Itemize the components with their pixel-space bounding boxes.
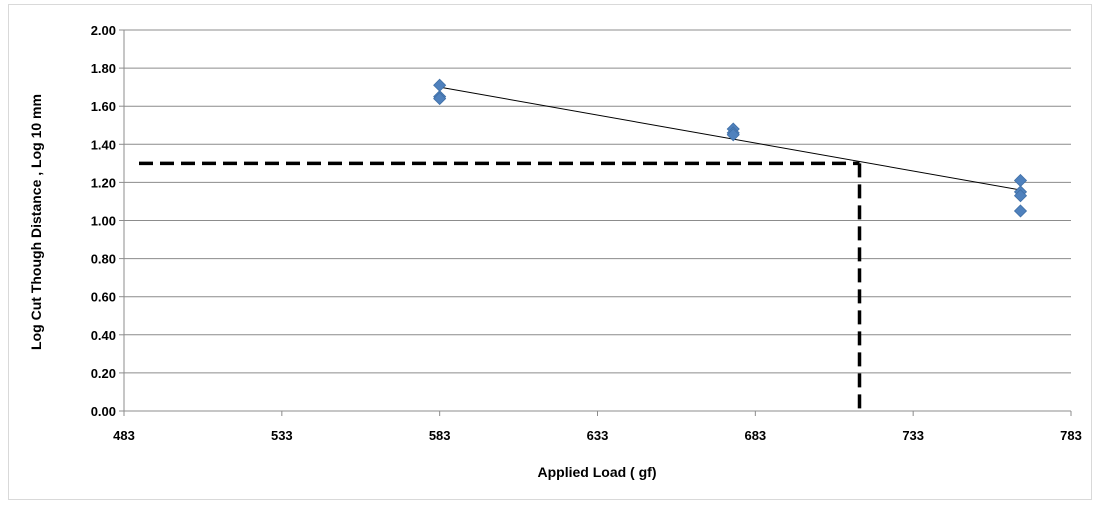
x-tick-label: 783 <box>1060 428 1082 443</box>
y-tick-label: 1.60 <box>91 99 116 114</box>
reference-lines <box>139 161 862 411</box>
data-point-diamond <box>433 78 447 92</box>
x-tick-label: 683 <box>744 428 766 443</box>
y-tick-label: 0.80 <box>91 252 116 267</box>
y-tick-label: 1.00 <box>91 214 116 229</box>
y-tick-label: 0.40 <box>91 328 116 343</box>
data-point-diamond <box>1013 189 1028 203</box>
chart-frame <box>8 4 1092 500</box>
y-tick-label: 0.60 <box>91 290 116 305</box>
x-axis-title: Applied Load ( gf) <box>538 464 657 480</box>
y-tick-label: 2.00 <box>91 23 116 38</box>
data-point-diamond <box>433 92 447 106</box>
tick-labels: 0.00 0.20 0.40 0.60 0.80 1.00 1.20 1.40 1.60 1.80… <box>91 23 1082 443</box>
trendline-layer <box>439 86 1021 191</box>
y-axis-title: Log Cut Though Distance , Log 10 mm <box>28 94 44 350</box>
x-tick-label: 533 <box>271 428 293 443</box>
x-tick-label: 483 <box>113 428 135 443</box>
trendline <box>439 86 1021 191</box>
data-point-diamond <box>1013 173 1028 188</box>
y-tick-label: 1.40 <box>91 137 116 152</box>
y-tick-label: 0.20 <box>91 366 116 381</box>
x-tick-label: 733 <box>902 428 924 443</box>
data-point-diamond <box>726 128 740 142</box>
y-tick-label: 1.80 <box>91 61 116 76</box>
x-tick-label: 583 <box>429 428 451 443</box>
y-tick-label: 1.20 <box>91 175 116 190</box>
data-point-diamond <box>1013 204 1028 218</box>
gridlines <box>124 29 1071 374</box>
axes <box>119 29 1072 416</box>
data-points <box>433 78 1028 218</box>
x-tick-label: 633 <box>587 428 609 443</box>
y-tick-label: 0.00 <box>91 404 116 419</box>
